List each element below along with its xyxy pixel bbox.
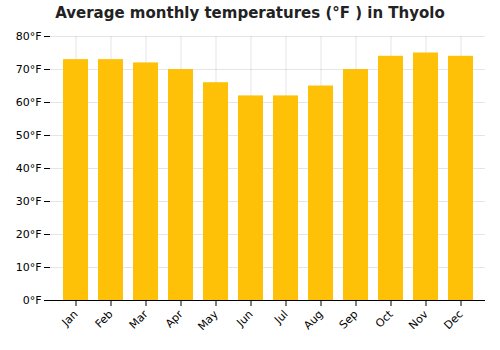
svg-text:Oct: Oct — [373, 307, 396, 330]
html-text:Average monthly temperatures (: Average monthly temperatures (°F ) in Th… — [55, 4, 445, 22]
svg-text:Apr: Apr — [163, 307, 186, 330]
svg-text:80°F: 80°F — [16, 30, 42, 43]
svg-text:May: May — [195, 307, 221, 333]
svg-text:Aug: Aug — [301, 308, 325, 332]
svg-text:10°F: 10°F — [16, 261, 42, 274]
svg-text:Feb: Feb — [93, 308, 116, 331]
svg-text:Dec: Dec — [441, 308, 465, 332]
svg-text:20°F: 20°F — [16, 228, 42, 241]
svg-text:50°F: 50°F — [16, 129, 42, 142]
svg-text:60°F: 60°F — [16, 96, 42, 109]
svg-text:Mar: Mar — [127, 307, 151, 331]
svg-text:30°F: 30°F — [16, 195, 42, 208]
svg-text:70°F: 70°F — [16, 63, 42, 76]
svg-text:Jan: Jan — [59, 308, 81, 330]
svg-text:Jun: Jun — [234, 308, 256, 330]
svg-text:Sep: Sep — [337, 308, 361, 332]
svg-text:40°F: 40°F — [16, 162, 42, 175]
svg-text:Nov: Nov — [406, 307, 431, 332]
svg-text:Jul: Jul — [271, 308, 290, 327]
svg-text:0°F: 0°F — [23, 294, 42, 307]
